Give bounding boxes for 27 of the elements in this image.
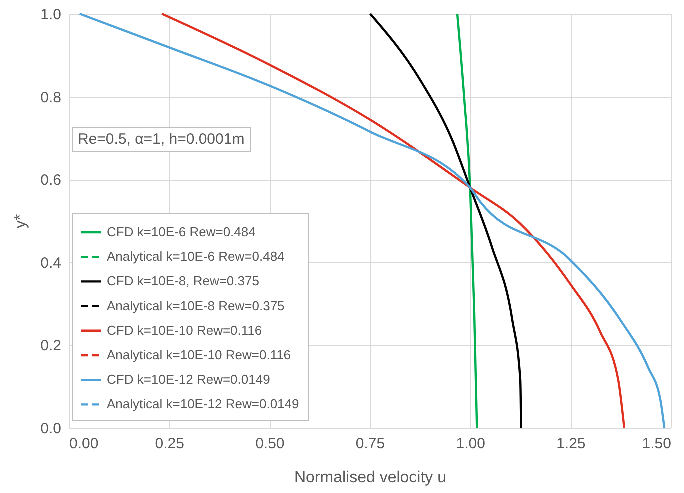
line-series (369, 12, 522, 430)
y-tick-label: 0.0 (40, 420, 62, 438)
x-tick-label: 0.25 (155, 436, 184, 452)
x-axis-title: Normalised velocity u (294, 470, 447, 486)
legend-label: Analytical k=10E-12 Rew=0.0149 (107, 396, 300, 412)
y-tick-label: 0.4 (40, 254, 62, 272)
line-series (78, 12, 666, 430)
line-series (456, 12, 478, 430)
x-tick-label: 0.50 (256, 436, 285, 452)
legend-label: CFD k=10E-12 Rew=0.0149 (107, 372, 270, 388)
x-tick-label: 0.75 (356, 436, 386, 452)
y-tick-label: 0.8 (40, 89, 62, 106)
y-axis-title: y* (12, 214, 30, 229)
x-tick-label: 0.00 (70, 436, 99, 452)
legend-label: CFD k=10E-10 Rew=0.116 (107, 322, 262, 338)
legend-label: Analytical k=10E-10 Rew=0.116 (107, 348, 292, 362)
legend-label: Analytical k=10E-8 Rew=0.375 (107, 298, 285, 314)
legend-label: Analytical k=10E-6 Rew=0.484 (107, 249, 285, 264)
y-tick-label: 0.2 (40, 338, 62, 355)
y-tick-label: 0.6 (40, 172, 62, 190)
x-tick-label: 1.00 (456, 436, 486, 452)
annotation: Re=0.5, α=1, h=0.0001m (72, 127, 251, 152)
y-tick-label: 1.0 (40, 6, 62, 24)
legend-label: CFD k=10E-8, Rew=0.375 (107, 274, 260, 289)
x-tick-label: 1.50 (642, 436, 672, 452)
x-tick-label: 1.25 (556, 436, 586, 452)
legend-label: CFD k=10E-6 Rew=0.484 (107, 224, 256, 240)
